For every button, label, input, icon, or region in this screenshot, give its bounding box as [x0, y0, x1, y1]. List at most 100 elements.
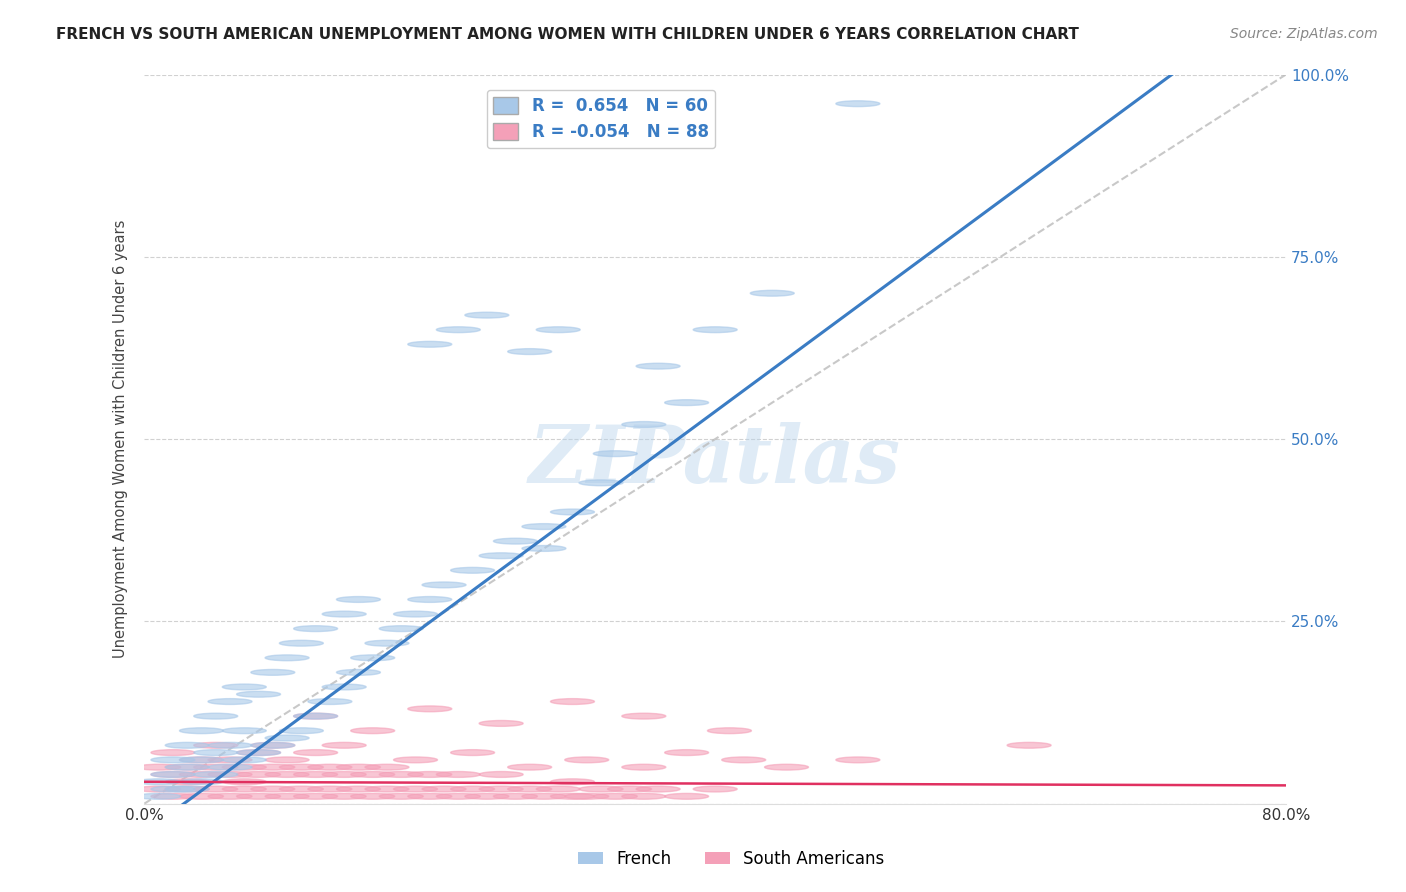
Ellipse shape [322, 772, 366, 777]
Ellipse shape [208, 764, 252, 770]
Ellipse shape [308, 698, 352, 705]
Ellipse shape [208, 772, 252, 777]
Ellipse shape [436, 772, 481, 777]
Ellipse shape [266, 772, 309, 777]
Ellipse shape [450, 567, 495, 574]
Ellipse shape [394, 786, 437, 792]
Ellipse shape [266, 793, 309, 799]
Ellipse shape [436, 793, 481, 799]
Ellipse shape [236, 749, 281, 756]
Legend: R =  0.654   N = 60, R = -0.054   N = 88: R = 0.654 N = 60, R = -0.054 N = 88 [486, 90, 716, 148]
Ellipse shape [308, 786, 352, 792]
Ellipse shape [366, 786, 409, 792]
Ellipse shape [294, 714, 337, 719]
Ellipse shape [479, 772, 523, 777]
Ellipse shape [166, 764, 209, 770]
Ellipse shape [665, 793, 709, 799]
Ellipse shape [593, 793, 637, 799]
Text: ZIPatlas: ZIPatlas [529, 422, 901, 500]
Ellipse shape [394, 757, 437, 763]
Ellipse shape [150, 786, 195, 792]
Ellipse shape [621, 793, 666, 799]
Ellipse shape [621, 714, 666, 719]
Ellipse shape [280, 728, 323, 733]
Y-axis label: Unemployment Among Women with Children Under 6 years: Unemployment Among Women with Children U… [114, 220, 128, 658]
Ellipse shape [222, 684, 266, 690]
Ellipse shape [236, 793, 281, 799]
Ellipse shape [280, 764, 323, 770]
Ellipse shape [579, 480, 623, 486]
Ellipse shape [366, 764, 409, 770]
Ellipse shape [222, 786, 266, 792]
Ellipse shape [180, 772, 224, 777]
Ellipse shape [208, 742, 252, 748]
Ellipse shape [551, 509, 595, 515]
Ellipse shape [522, 546, 567, 551]
Ellipse shape [422, 582, 465, 588]
Ellipse shape [294, 625, 337, 632]
Ellipse shape [136, 779, 180, 785]
Ellipse shape [479, 721, 523, 726]
Ellipse shape [336, 764, 381, 770]
Ellipse shape [508, 764, 551, 770]
Ellipse shape [621, 422, 666, 427]
Ellipse shape [366, 640, 409, 646]
Ellipse shape [508, 349, 551, 354]
Ellipse shape [408, 772, 451, 777]
Ellipse shape [250, 786, 295, 792]
Ellipse shape [180, 757, 224, 763]
Ellipse shape [551, 779, 595, 785]
Ellipse shape [266, 757, 309, 763]
Ellipse shape [150, 793, 195, 799]
Ellipse shape [693, 786, 737, 792]
Ellipse shape [222, 728, 266, 733]
Ellipse shape [465, 793, 509, 799]
Ellipse shape [322, 684, 366, 690]
Ellipse shape [494, 538, 537, 544]
Ellipse shape [208, 698, 252, 705]
Ellipse shape [621, 764, 666, 770]
Ellipse shape [494, 793, 537, 799]
Ellipse shape [136, 793, 180, 799]
Ellipse shape [166, 786, 209, 792]
Ellipse shape [380, 625, 423, 632]
Ellipse shape [380, 772, 423, 777]
Ellipse shape [236, 772, 281, 777]
Ellipse shape [593, 450, 637, 457]
Ellipse shape [294, 772, 337, 777]
Ellipse shape [280, 640, 323, 646]
Ellipse shape [166, 779, 209, 785]
Ellipse shape [222, 757, 266, 763]
Ellipse shape [250, 742, 295, 748]
Ellipse shape [166, 764, 209, 770]
Ellipse shape [250, 742, 295, 748]
Ellipse shape [236, 749, 281, 756]
Ellipse shape [180, 757, 224, 763]
Ellipse shape [350, 772, 395, 777]
Ellipse shape [479, 786, 523, 792]
Ellipse shape [837, 757, 880, 763]
Ellipse shape [350, 655, 395, 661]
Ellipse shape [180, 793, 224, 799]
Ellipse shape [536, 326, 581, 333]
Ellipse shape [394, 611, 437, 617]
Ellipse shape [450, 786, 495, 792]
Ellipse shape [350, 793, 395, 799]
Legend: French, South Americans: French, South Americans [571, 844, 891, 875]
Ellipse shape [465, 312, 509, 318]
Ellipse shape [636, 363, 681, 369]
Ellipse shape [522, 793, 567, 799]
Ellipse shape [721, 757, 766, 763]
Ellipse shape [350, 728, 395, 733]
Ellipse shape [408, 706, 451, 712]
Ellipse shape [294, 714, 337, 719]
Ellipse shape [579, 786, 623, 792]
Ellipse shape [336, 786, 381, 792]
Ellipse shape [150, 749, 195, 756]
Ellipse shape [222, 764, 266, 770]
Ellipse shape [408, 597, 451, 602]
Ellipse shape [508, 786, 551, 792]
Ellipse shape [250, 764, 295, 770]
Ellipse shape [837, 101, 880, 107]
Ellipse shape [479, 553, 523, 558]
